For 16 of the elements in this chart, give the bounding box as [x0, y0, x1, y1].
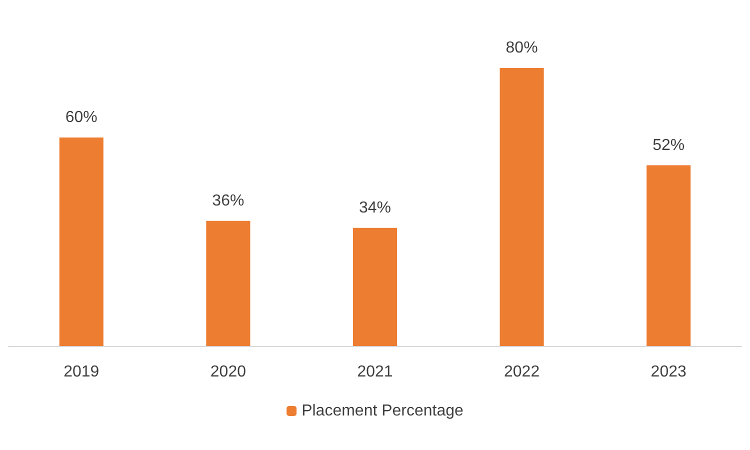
x-tick-label: 2021	[357, 364, 393, 380]
data-label: 80%	[506, 40, 538, 56]
data-label: 52%	[652, 136, 685, 154]
x-tick-label: 2019	[64, 364, 100, 380]
legend-label: Placement Percentage	[302, 402, 464, 420]
bar	[59, 138, 104, 346]
x-tick-label: 2023	[650, 364, 686, 380]
data-label: 34%	[358, 199, 392, 216]
x-tick-label: 2020	[210, 364, 246, 380]
data-label: 36%	[212, 192, 244, 210]
bar	[352, 228, 398, 346]
bar	[500, 68, 544, 346]
x-tick-label: 2022	[504, 364, 540, 380]
bar	[646, 165, 691, 346]
data-label: 60%	[65, 109, 98, 126]
bar	[206, 220, 250, 346]
